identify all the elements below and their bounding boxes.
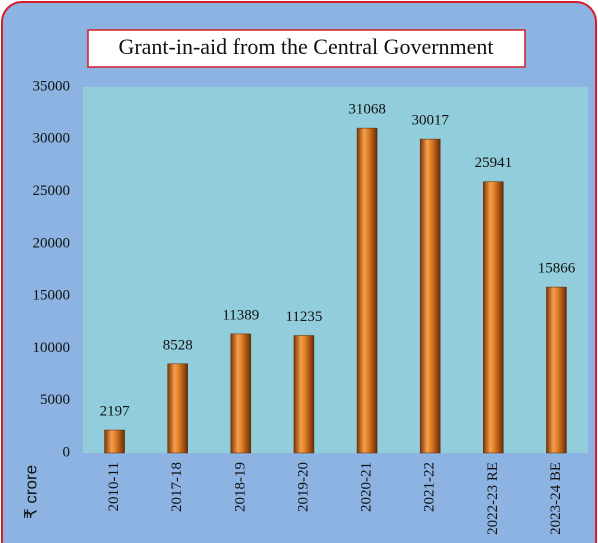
y-tick-label: 0 xyxy=(63,444,71,460)
y-tick-label: 35000 xyxy=(33,78,71,94)
y-tick-label: 25000 xyxy=(33,183,71,199)
x-tick-label: 2022-23 RE xyxy=(485,462,501,535)
y-tick-label: 10000 xyxy=(33,340,71,356)
data-label: 11235 xyxy=(285,309,322,325)
data-label: 8528 xyxy=(163,337,193,353)
y-axis-label: ₹ crore xyxy=(21,465,40,519)
bar xyxy=(230,333,252,454)
data-label: 25941 xyxy=(475,155,513,171)
bar xyxy=(104,429,125,454)
x-tick-label: 2019-20 xyxy=(295,462,311,512)
y-tick-label: 15000 xyxy=(33,288,71,304)
x-tick-label: 2010-11 xyxy=(106,462,122,511)
chart-title: Grant-in-aid from the Central Government xyxy=(118,34,493,59)
y-tick-label: 30000 xyxy=(33,131,71,147)
x-tick-label: 2021-22 xyxy=(422,462,438,512)
bar xyxy=(483,181,504,454)
bar xyxy=(356,127,378,454)
bar xyxy=(293,335,315,454)
data-label: 30017 xyxy=(411,113,449,129)
plot-area xyxy=(83,87,588,453)
data-label: 31068 xyxy=(348,102,386,118)
bar xyxy=(167,363,188,454)
bar xyxy=(546,286,567,454)
x-tick-label: 2018-19 xyxy=(232,462,248,512)
x-tick-label: 2023-24 BE xyxy=(548,462,564,535)
data-label: 2197 xyxy=(100,403,131,419)
data-label: 15866 xyxy=(538,261,576,277)
x-tick-label: 2020-21 xyxy=(359,462,375,512)
title-box xyxy=(87,29,526,68)
bar xyxy=(419,138,441,454)
data-label: 11389 xyxy=(222,307,259,323)
y-tick-label: 5000 xyxy=(40,392,70,408)
x-tick-label: 2017-18 xyxy=(169,462,185,512)
y-tick-label: 20000 xyxy=(33,235,71,251)
